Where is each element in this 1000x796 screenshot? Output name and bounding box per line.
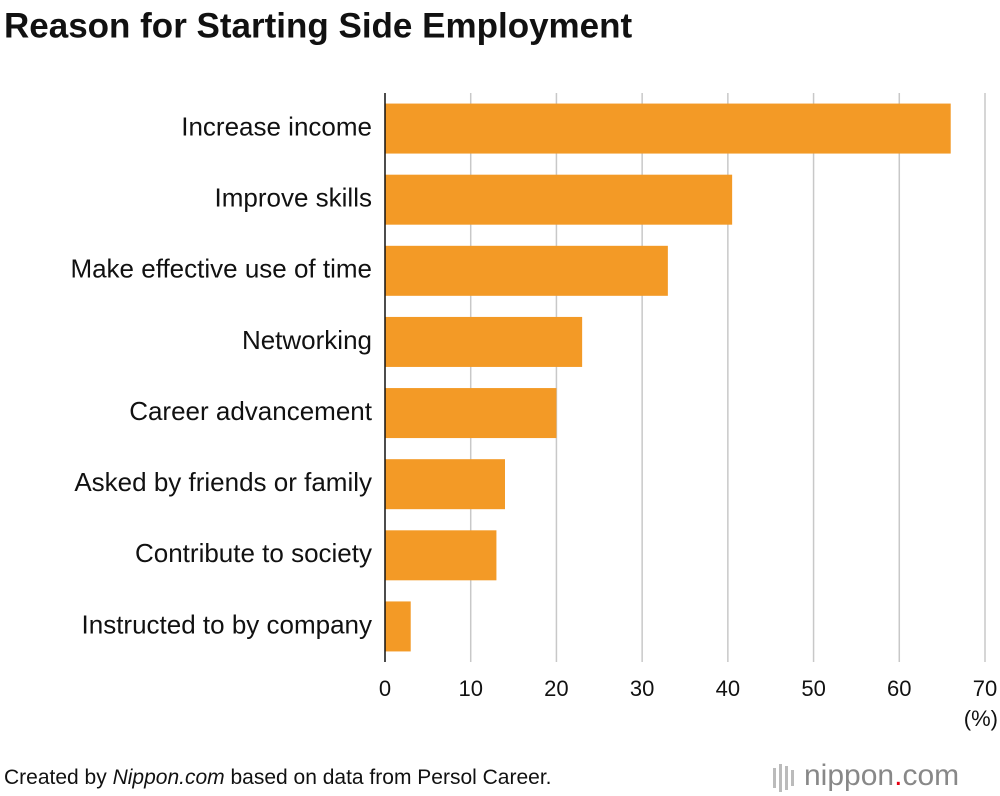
- logo-dot: .: [894, 759, 902, 792]
- y-tick-label: Increase income: [181, 111, 372, 141]
- chart-title: Reason for Starting Side Employment: [4, 6, 632, 45]
- logo-bar: [779, 764, 782, 792]
- x-tick-label: 30: [630, 676, 654, 701]
- bar: [385, 103, 951, 154]
- bar: [385, 245, 668, 296]
- logo-main: nippon: [804, 759, 894, 792]
- bar: [385, 601, 411, 652]
- x-tick-label: 50: [801, 676, 825, 701]
- bar: [385, 388, 557, 439]
- logo-text: nippon.com: [804, 759, 959, 792]
- x-tick-label: 70: [973, 676, 997, 701]
- y-tick-label: Career advancement: [129, 396, 373, 426]
- logo-bar: [791, 770, 794, 786]
- logo-end: com: [902, 759, 959, 792]
- y-tick-label: Contribute to society: [135, 538, 372, 568]
- x-tick-label: 0: [379, 676, 391, 701]
- logo-bar: [785, 766, 788, 790]
- source-name: Nippon.com: [113, 766, 225, 789]
- x-tick-label: 20: [544, 676, 568, 701]
- y-tick-label: Improve skills: [215, 183, 372, 213]
- y-tick-label: Instructed to by company: [82, 609, 372, 639]
- source-suffix: based on data from Persol Career.: [230, 766, 551, 789]
- logo-bar: [773, 768, 776, 788]
- bar: [385, 459, 505, 510]
- x-tick-label: 10: [458, 676, 482, 701]
- source-prefix: Created by: [4, 766, 107, 789]
- logo: nippon.com: [773, 759, 959, 792]
- x-tick-label: 60: [887, 676, 911, 701]
- y-tick-label: Make effective use of time: [70, 254, 372, 284]
- x-tick-label: 40: [716, 676, 740, 701]
- bar: [385, 530, 497, 581]
- source-note: Created by Nippon.com based on data from…: [4, 766, 552, 789]
- x-unit: (%): [964, 706, 998, 731]
- bar: [385, 316, 583, 367]
- bar: [385, 174, 733, 225]
- y-tick-label: Networking: [242, 325, 372, 355]
- y-tick-label: Asked by friends or family: [74, 467, 372, 497]
